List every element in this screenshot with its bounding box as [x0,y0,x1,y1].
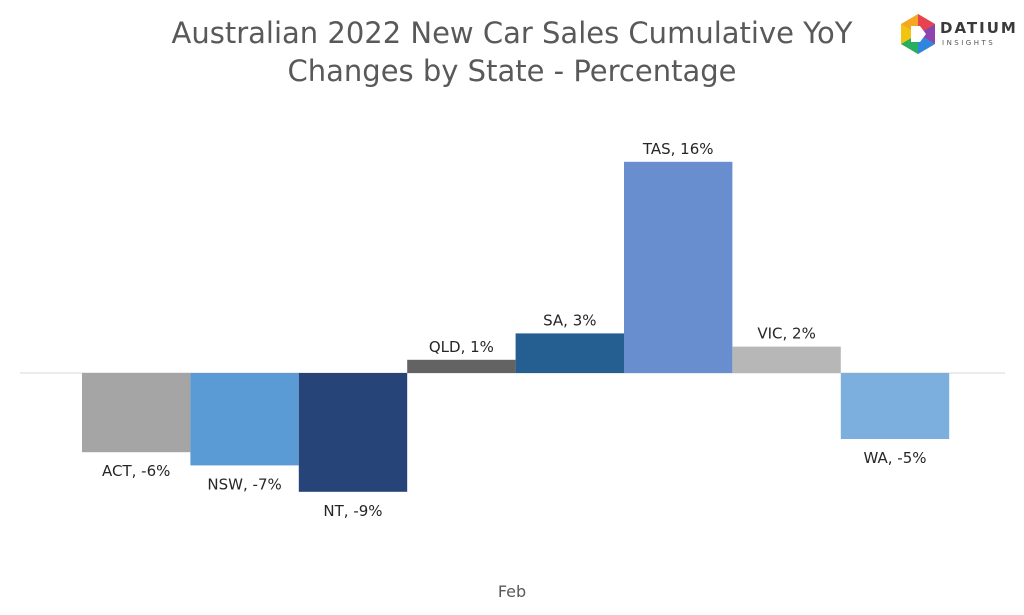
chart-title: Australian 2022 New Car Sales Cumulative… [0,14,1024,90]
chart-title-line2: Changes by State - Percentage [287,54,737,88]
data-label-qld: QLD, 1% [429,338,494,356]
data-label-sa: SA, 3% [543,311,596,329]
logo-wordmark: DATIUM [940,19,1018,37]
datium-logo: DATIUM INSIGHTS [898,12,1018,58]
bar-sa [515,333,624,373]
data-labels-group: ACT, -6% NSW, -7% NT, -9% QLD, 1% SA, 3% TAS,… [102,140,927,520]
bar-nt [298,373,408,492]
bar-vic [732,346,841,373]
data-label-vic: VIC, 2% [757,325,816,343]
data-label-wa: WA, -5% [863,449,926,467]
datium-logo-icon [901,14,935,54]
bar-wa [840,373,950,439]
chart-title-line1: Australian 2022 New Car Sales Cumulative… [171,16,853,50]
data-label-nsw: NSW, -7% [207,475,281,493]
data-label-act: ACT, -6% [102,462,170,480]
bar-qld [407,359,516,373]
bar-nsw [190,373,299,466]
data-label-tas: TAS, 16% [642,140,714,158]
bar-act [82,373,191,453]
x-axis-label: Feb [497,582,527,601]
bar-tas [624,161,733,373]
data-label-nt: NT, -9% [323,502,382,520]
bars-group [82,161,950,492]
logo-subtext: INSIGHTS [942,39,996,47]
